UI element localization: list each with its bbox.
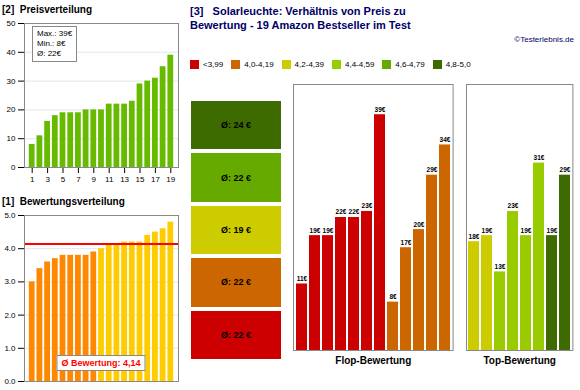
svg-text:Top-Bewertung: Top-Bewertung [483, 355, 555, 366]
svg-text:7: 7 [76, 175, 81, 184]
svg-text:19: 19 [166, 175, 175, 184]
html-text:4,0-4,19: 4,0-4,19 [244, 60, 274, 69]
svg-text:Flop-Bewertung: Flop-Bewertung [335, 355, 411, 366]
svg-text:20: 20 [7, 105, 16, 114]
svg-text:19€: 19€ [481, 227, 492, 234]
svg-text:40: 40 [7, 48, 16, 57]
svg-text:13€: 13€ [494, 263, 505, 270]
html-text:4,8-5,0: 4,8-5,0 [445, 60, 471, 69]
svg-text:22€: 22€ [336, 208, 347, 215]
html-text:Ø: 22 €: Ø: 22 € [221, 277, 251, 288]
html-text:4,4-4,59: 4,4-4,59 [345, 60, 375, 69]
html-text:Ø Bewertung: 4,14: Ø Bewertung: 4,14 [61, 358, 141, 368]
svg-text:19€: 19€ [520, 227, 531, 234]
svg-text:1.0: 1.0 [4, 344, 16, 353]
svg-text:11: 11 [105, 175, 114, 184]
html-text:[3] Solarleuchte: Verhältnis v: [3] Solarleuchte: Verhältnis von Preis z… [190, 5, 411, 31]
svg-text:39€: 39€ [375, 106, 386, 113]
svg-text:29€: 29€ [559, 166, 570, 173]
svg-text:0.0: 0.0 [4, 377, 16, 386]
svg-text:34€: 34€ [440, 136, 451, 143]
svg-text:8€: 8€ [389, 293, 397, 300]
html-text:Max.: 39€ Min.: 8€ Ø: 22€: Max.: 39€ Min.: 8€ Ø: 22€ [37, 29, 73, 58]
svg-text:30: 30 [7, 77, 16, 86]
html-text:Ø: 24 €: Ø: 24 € [221, 120, 251, 131]
svg-text:5: 5 [61, 175, 66, 184]
svg-text:4.0: 4.0 [4, 244, 16, 253]
svg-text:29€: 29€ [427, 166, 438, 173]
svg-text:17: 17 [151, 175, 160, 184]
svg-text:22€: 22€ [349, 208, 360, 215]
html-text:Ø: 19 €: Ø: 19 € [221, 225, 251, 235]
svg-text:19€: 19€ [310, 227, 321, 234]
svg-text:5.0: 5.0 [4, 211, 16, 220]
html-text:©Testerlebnis.de: ©Testerlebnis.de [514, 35, 574, 44]
svg-text:0: 0 [11, 163, 16, 172]
svg-text:17€: 17€ [401, 239, 412, 246]
svg-text:13: 13 [120, 175, 129, 184]
svg-text:10: 10 [7, 134, 16, 143]
html-text:Ø: 22 €: Ø: 22 € [221, 329, 251, 340]
svg-text:11€: 11€ [297, 275, 308, 282]
html-text:4,6-4,79: 4,6-4,79 [395, 60, 425, 69]
svg-text:3: 3 [45, 175, 50, 184]
svg-text:9: 9 [92, 175, 97, 184]
svg-text:15: 15 [136, 175, 145, 184]
svg-text:18€: 18€ [468, 233, 479, 240]
svg-text:2.0: 2.0 [4, 311, 16, 320]
html-text:Ø: 22 €: Ø: 22 € [221, 172, 251, 183]
svg-text:23€: 23€ [507, 202, 518, 209]
html-text:<3,99: <3,99 [203, 60, 224, 69]
svg-text:50: 50 [7, 19, 16, 28]
html-text:[1] Bewertungsverteilung: [1] Bewertungsverteilung [2, 196, 125, 207]
html-text:[2] Preisverteilung: [2] Preisverteilung [2, 4, 92, 15]
svg-text:3.0: 3.0 [4, 277, 16, 286]
svg-text:19€: 19€ [323, 227, 334, 234]
svg-text:1: 1 [30, 175, 35, 184]
svg-text:23€: 23€ [362, 202, 373, 209]
svg-text:20€: 20€ [414, 221, 425, 228]
html-text:4,2-4,39: 4,2-4,39 [294, 60, 324, 69]
svg-text:31€: 31€ [533, 154, 544, 161]
svg-text:19€: 19€ [546, 227, 557, 234]
